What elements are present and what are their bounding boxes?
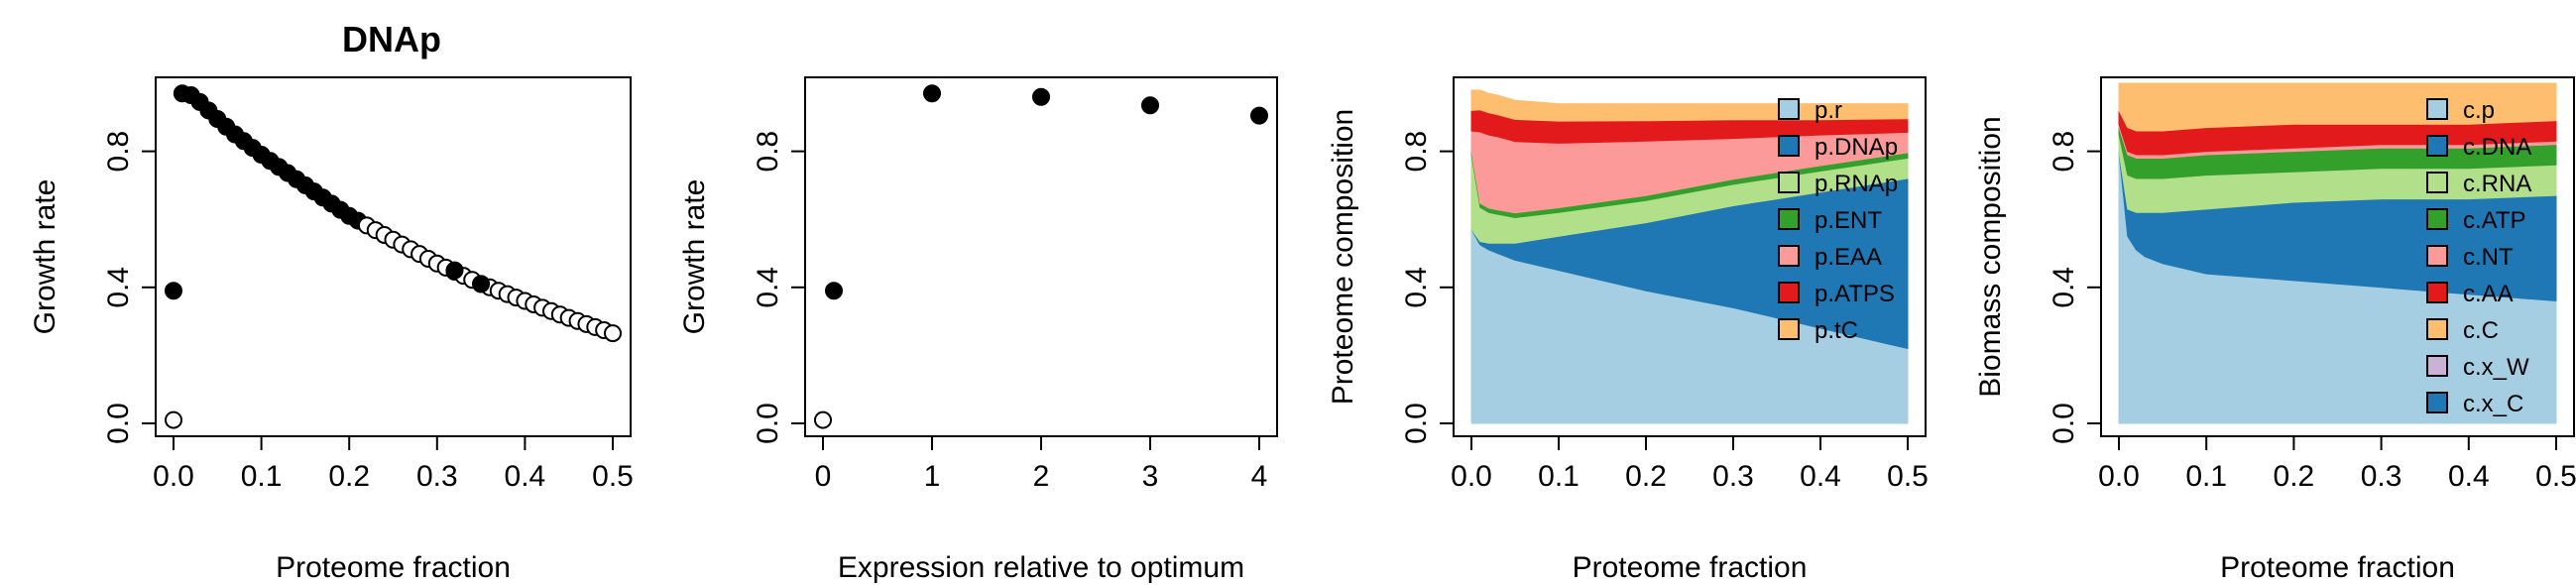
data-point (814, 410, 832, 429)
x-tick-label: 2 (1033, 460, 1050, 493)
data-point (165, 282, 182, 300)
x-tick-label: 0.1 (1538, 460, 1580, 493)
legend-swatch (1778, 208, 1800, 230)
legend-swatch (2426, 282, 2448, 303)
data-point (825, 282, 843, 300)
legend-swatch (2426, 318, 2448, 340)
plot-frame (804, 76, 1278, 437)
legend-label: p.DNAp (1815, 134, 1898, 161)
panel-4: 0.0 0.1 0.2 0.3 0.4 0.5 0.0 0.4 0.8 Proteome frac… (1974, 76, 2576, 584)
x-tick-label: 0.4 (505, 460, 546, 493)
data-point (604, 324, 622, 343)
y-tick-label: 0.0 (1400, 403, 1433, 444)
y-axis-label: Biomass composition (1974, 116, 2007, 397)
x-tick-label: 0.0 (153, 460, 194, 493)
legend-swatch (2426, 208, 2448, 230)
y-tick-label: 0.8 (102, 131, 135, 173)
legend-label: c.RNA (2463, 171, 2531, 197)
y-tick-label: 0.4 (2048, 267, 2080, 308)
x-tick-label: 0.2 (2274, 460, 2315, 493)
panel-1: 0.0 0.1 0.2 0.3 0.4 0.5 0.0 0.4 0.8 Proteome frac… (29, 76, 634, 584)
legend-swatch (2426, 135, 2448, 157)
legend-swatch (2426, 355, 2448, 377)
x-tick-label: 4 (1251, 460, 1268, 493)
panel-3: 0.0 0.1 0.2 0.3 0.4 0.5 0.0 0.4 0.8 Proteome frac… (1327, 76, 1929, 584)
x-tick-label: 0.5 (2535, 460, 2576, 493)
data-point (472, 275, 491, 293)
data-point (1032, 87, 1050, 106)
plot-frame (155, 76, 632, 437)
plot-frame (2100, 76, 2575, 437)
data-point (165, 410, 182, 429)
x-axis-label: Proteome fraction (1573, 551, 1808, 584)
legend-swatch (2426, 392, 2448, 413)
y-tick-label: 0.8 (2048, 131, 2080, 173)
panels: 0.0 0.1 0.2 0.3 0.4 0.5 0.0 0.4 0.8 Proteome frac… (29, 76, 2576, 584)
legend-swatch (2426, 245, 2448, 267)
y-tick-label: 0.0 (102, 403, 135, 444)
x-tick-label: 0.4 (2448, 460, 2490, 493)
data-point (445, 261, 464, 280)
x-axis-label: Expression relative to optimum (838, 551, 1244, 584)
x-tick-label: 1 (924, 460, 941, 493)
legend-swatch (1778, 98, 1800, 120)
y-tick-label: 0.8 (752, 131, 784, 173)
panel-2: 0 1 2 3 4 0.0 0.4 0.8 Expression relative to opt… (678, 76, 1278, 584)
legend-swatch (1778, 282, 1800, 303)
legend-swatch (1778, 172, 1800, 193)
legend-label: p.r (1815, 97, 1842, 124)
legend-label: c.ATP (2463, 207, 2526, 234)
y-tick-label: 0.4 (752, 267, 784, 308)
x-tick-label: 0.3 (1712, 460, 1754, 493)
y-tick-label: 0.4 (102, 267, 135, 308)
plot-frame (1453, 76, 1927, 437)
legend-label: p.tC (1815, 317, 1858, 344)
legend-label: p.ENT (1815, 207, 1882, 234)
x-tick-label: 0.0 (2098, 460, 2140, 493)
data-point (923, 84, 941, 103)
legend-label: c.C (2463, 317, 2499, 344)
legend-label: c.DNA (2463, 134, 2531, 161)
y-tick-label: 0.0 (2048, 403, 2080, 444)
x-tick-label: 0.5 (592, 460, 634, 493)
x-tick-label: 0 (815, 460, 832, 493)
legend-label: p.EAA (1815, 244, 1882, 271)
data-point (1141, 96, 1159, 115)
y-tick-label: 0.4 (1400, 267, 1433, 308)
x-axis-label: Proteome fraction (276, 551, 511, 584)
legend-label: p.RNAp (1815, 171, 1898, 197)
x-tick-label: 0.3 (416, 460, 458, 493)
legend-label: c.NT (2463, 244, 2514, 271)
x-tick-label: 0.0 (1451, 460, 1492, 493)
legend-label: p.ATPS (1815, 281, 1895, 307)
x-tick-label: 3 (1142, 460, 1159, 493)
y-axis-label: Growth rate (678, 179, 711, 335)
legend-label: c.x_C (2463, 391, 2523, 417)
x-tick-label: 0.4 (1800, 460, 1841, 493)
x-tick-label: 0.1 (241, 460, 283, 493)
x-tick-label: 0.1 (2185, 460, 2227, 493)
y-axis-label: Proteome composition (1327, 109, 1359, 405)
legend-swatch (1778, 135, 1800, 157)
y-tick-label: 0.8 (1400, 131, 1433, 173)
legend-label: c.x_W (2463, 354, 2529, 381)
chart-title: DNAp (342, 19, 441, 59)
x-axis-label: Proteome fraction (2220, 551, 2455, 584)
legend-swatch (1778, 318, 1800, 340)
x-tick-label: 0.3 (2361, 460, 2402, 493)
legend-label: c.AA (2463, 281, 2514, 307)
y-tick-label: 0.0 (752, 403, 784, 444)
data-point (1250, 106, 1268, 125)
y-axis-label: Growth rate (29, 179, 61, 335)
legend-label: c.p (2463, 97, 2495, 124)
legend-swatch (1778, 245, 1800, 267)
x-tick-label: 0.2 (328, 460, 370, 493)
x-tick-label: 0.2 (1625, 460, 1667, 493)
legend-swatch (2426, 172, 2448, 193)
x-tick-label: 0.5 (1887, 460, 1929, 493)
legend-swatch (2426, 98, 2448, 120)
